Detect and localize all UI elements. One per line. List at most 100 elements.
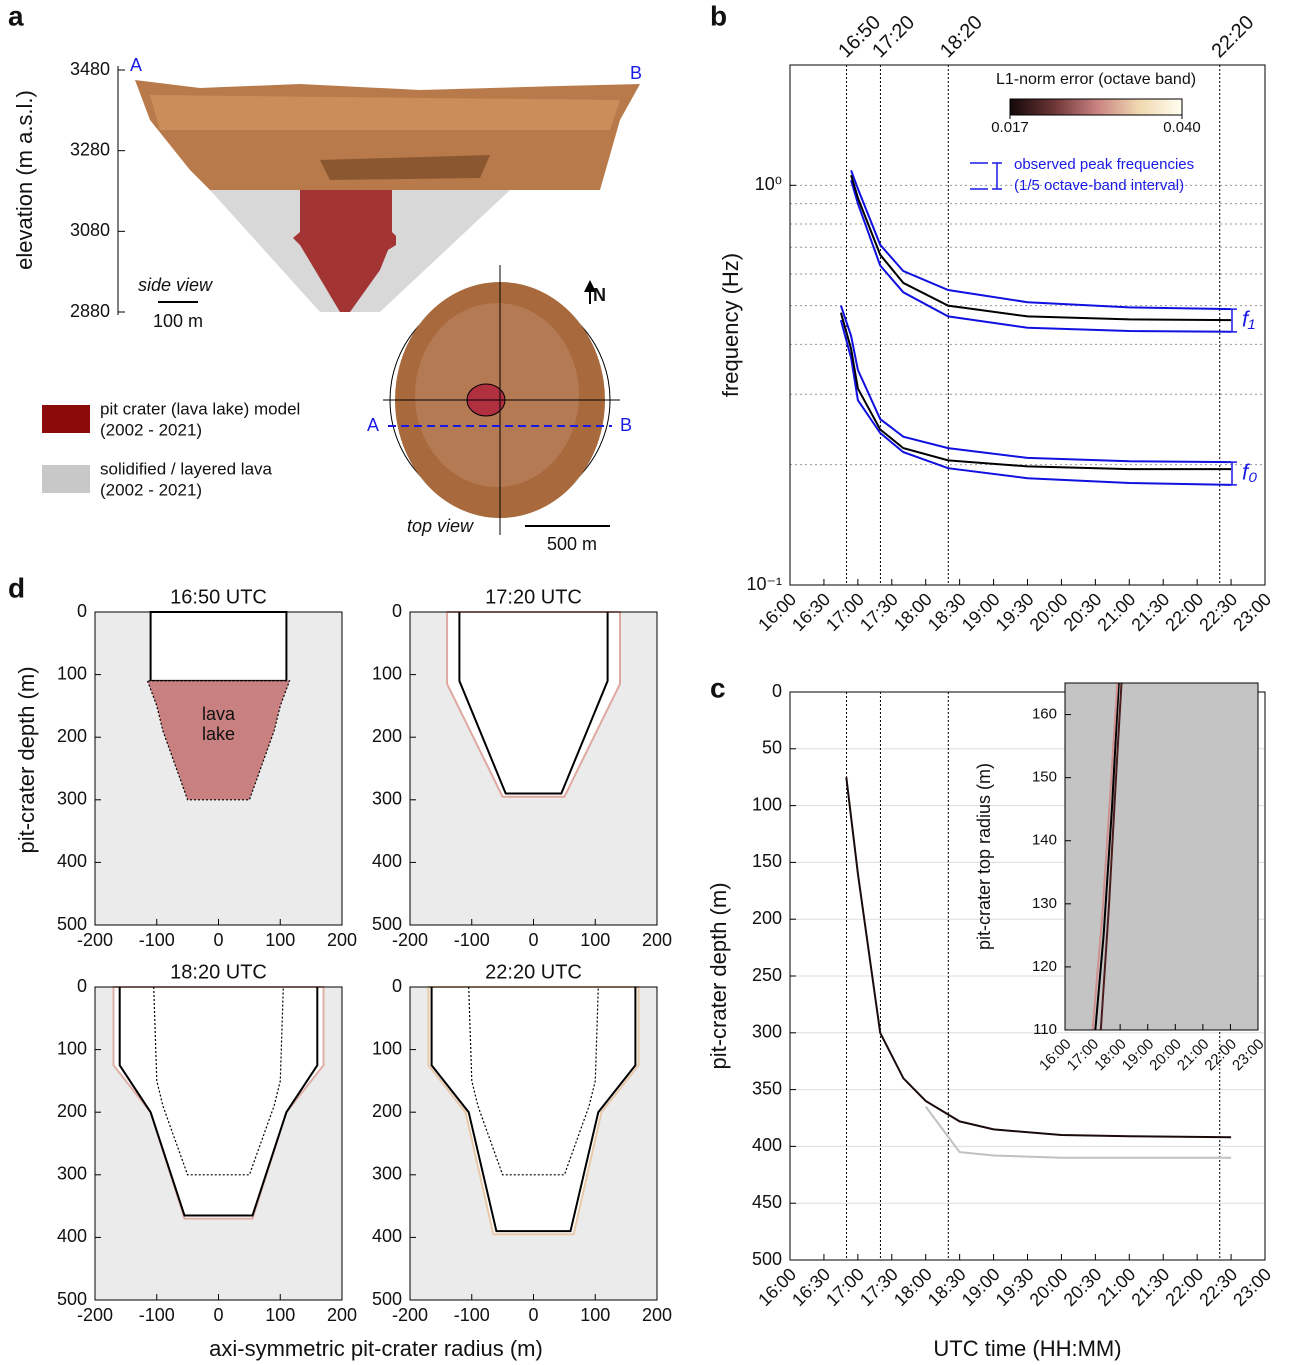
section-label: B [620,415,632,435]
x-tick-label: 20:00 [1026,1264,1072,1310]
x-tick-label: 20:30 [1060,589,1106,635]
series-line [1094,682,1120,1031]
x-tick-label: 21:00 [1093,1264,1139,1310]
y-tick-label: 0 [772,681,782,701]
colorbar-label: L1-norm error (octave band) [996,71,1196,88]
axes-frame [789,64,1266,586]
section-label: A [130,55,142,75]
y-tick-label: 10⁻¹ [746,574,782,594]
y-tick-label: 110 [1033,1021,1057,1038]
axis-label: axi-symmetric pit-crater radius (m) [209,1336,543,1361]
x-tick-label: 200 [642,1305,672,1325]
y-tick-label: 200 [57,1101,87,1121]
y-tick-label: 400 [57,851,87,871]
y-tick-label: 500 [752,1249,782,1269]
y-tick-label: 450 [752,1192,782,1212]
x-tick-label: -200 [77,930,113,950]
y-tick-label: 200 [57,726,87,746]
x-tick-label: 17:30 [856,589,902,635]
axis-label: elevation (m a.s.l.) [12,90,37,270]
x-tick-label: 22:30 [1195,589,1241,635]
north-arrow [584,280,596,292]
x-tick-label: 21:30 [1127,589,1173,635]
series-line [458,612,609,795]
y-tick-label: 500 [57,914,87,934]
axis-label: UTC time (HH:MM) [933,1336,1121,1361]
x-tick-label: 100 [265,1305,295,1325]
series-line [146,680,291,801]
crater-ledge [320,155,490,180]
chart: 0 100 200 300 400 500-200 -100 0 100 200 18:20 UTC [57,961,357,1324]
series-line [430,987,637,1233]
section-label: A [367,415,379,435]
axis-label: frequency (Hz) [718,253,743,397]
note: lake [202,724,235,744]
y-tick-label: 50 [762,738,782,758]
series-line [1099,682,1123,1031]
x-tick-label: -100 [454,930,490,950]
y-tick-label: 100 [57,663,87,683]
axes-frame [94,611,343,926]
x-tick-label: 18:30 [924,589,970,635]
plot-area [1065,683,1258,1030]
x-tick-label: 23:00 [1229,1264,1275,1310]
y-tick-label: 300 [752,1022,782,1042]
series-line [1091,682,1119,1031]
colorbar [1009,98,1183,116]
annotation: f₀ [1242,459,1257,484]
panel-label: b [710,0,727,31]
x-tick-label: 22:00 [1161,1264,1207,1310]
series-line [427,986,640,1236]
series-line [839,319,1232,486]
axes-frame [409,986,658,1301]
legend-label: solidified / layered lava [100,459,273,478]
x-tick-label: 22:30 [1195,1264,1241,1310]
panel-label: d [8,572,25,603]
y-tick-label: 100 [372,663,402,683]
axes-frame [94,986,343,1301]
x-tick-label: 17:00 [822,1264,868,1310]
axis-label: pit-crater top radius (m) [974,763,994,950]
scale-label: 500 m [547,534,597,554]
crater-shade [150,95,620,130]
scale-label: 100 m [153,311,203,331]
x-tick-label: 16:00 [754,589,800,635]
view-label: side view [138,275,213,295]
subplot-title: 22:20 UTC [485,961,582,983]
y-tick-label: 0 [77,976,87,996]
axes-frame [1064,682,1259,1031]
x-tick-label: 17:30 [856,1264,902,1310]
x-tick-label: 22:00 [1161,589,1207,635]
y-tick-label: 3080 [70,220,110,240]
y-tick-label: 300 [372,1164,402,1184]
y-tick-label: 100 [57,1038,87,1058]
legend-swatch [42,405,90,433]
legend-label: pit crater (lava lake) model [100,399,300,418]
x-tick-label: 19:00 [958,1264,1004,1310]
x-tick-label: 17:00 [822,589,868,635]
x-tick-label: 0 [528,930,538,950]
x-tick-label: -100 [139,1305,175,1325]
series-line [149,611,288,682]
y-tick-label: 0 [392,601,402,621]
legend-label: (2002 - 2021) [100,480,202,499]
series-line [118,987,319,1217]
x-tick-label: 20:30 [1060,1264,1106,1310]
y-tick-label: 200 [752,908,782,928]
x-tick-label: 21:00 [1093,589,1139,635]
x-tick-label: 18:30 [924,1264,970,1310]
chart: 0 100 200 300 400 500-200 -100 0 100 200 22:20 UTC [372,961,672,1324]
subplot-title: 17:20 UTC [485,586,582,608]
y-tick-label: 150 [1032,769,1057,786]
legend-swatch [42,465,90,493]
y-tick-label: 160 [1032,706,1057,723]
y-tick-label: 400 [372,1226,402,1246]
x-tick-label: 0 [213,1305,223,1325]
axis-label: pit-crater depth (m) [14,666,39,853]
series-line [112,986,325,1220]
x-tick-label: 19:30 [992,589,1038,635]
series-line [850,174,1232,322]
x-tick-label: 18:00 [890,589,936,635]
subplot-title: 16:50 UTC [170,586,267,608]
